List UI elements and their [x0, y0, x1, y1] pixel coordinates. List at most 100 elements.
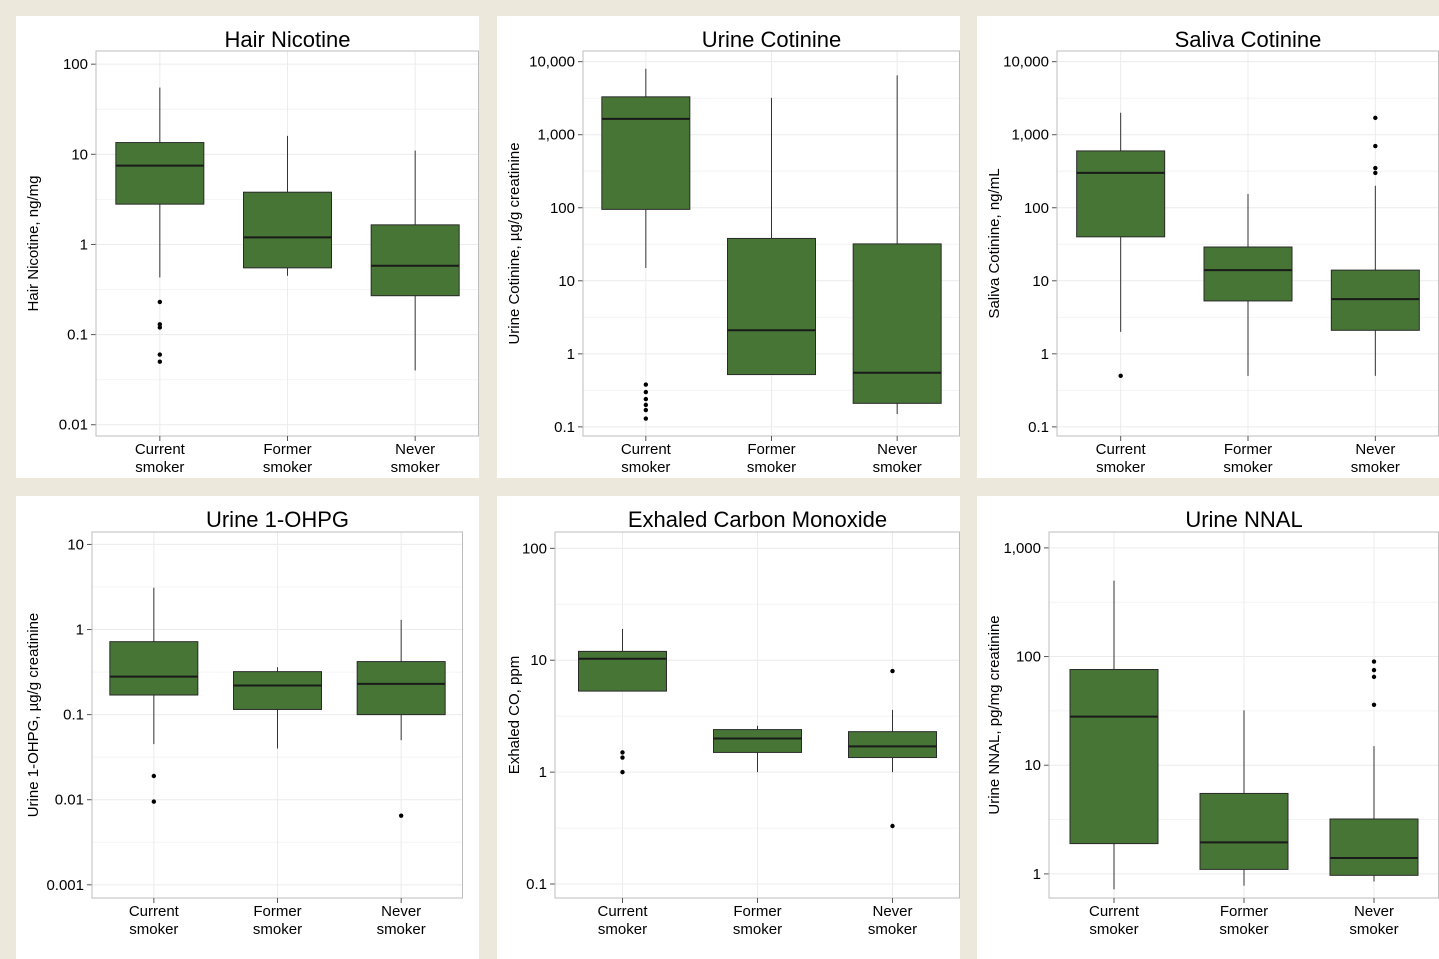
x-category-label: Current — [621, 441, 672, 458]
x-category-label: Current — [1096, 441, 1147, 458]
box-plot — [109, 587, 199, 804]
x-category-label: Never — [877, 441, 917, 458]
outlier-point — [157, 322, 163, 327]
outlier-point — [1371, 659, 1377, 664]
y-tick-label: 1 — [539, 764, 547, 781]
x-category-label: Former — [1224, 441, 1272, 458]
x-category-label: Current — [135, 441, 186, 458]
outlier-point — [1373, 165, 1378, 171]
box-plot — [1069, 580, 1159, 890]
y-tick-label: 10,000 — [1003, 54, 1049, 71]
outlier-point — [1373, 143, 1378, 149]
x-category-label: smoker — [253, 921, 302, 938]
y-tick-label: 0.1 — [526, 876, 547, 893]
box-plot — [1199, 710, 1289, 886]
y-tick-label: 100 — [522, 540, 547, 557]
x-category-label: Never — [395, 441, 435, 458]
x-category-label: smoker — [733, 921, 782, 938]
outlier-point — [398, 813, 404, 818]
box-plot — [713, 725, 802, 773]
x-category-label: Never — [1354, 903, 1394, 920]
y-tick-label: 100 — [63, 56, 88, 73]
y-tick-label: 1 — [76, 622, 84, 639]
x-category-label: Never — [1355, 441, 1395, 458]
chart-svg: 0.1110100CurrentsmokerFormersmokerNevers… — [506, 507, 960, 938]
outlier-point — [643, 416, 649, 421]
x-category-label: Current — [1089, 903, 1140, 920]
outlier-point — [890, 823, 895, 829]
x-category-label: Former — [1220, 903, 1268, 920]
chart-panel: 0.001 0.01 0.1 1 10 Current smoker Former smoker… — [16, 496, 479, 959]
x-category-label: smoker — [621, 459, 670, 476]
y-tick-label: 10 — [67, 536, 84, 553]
y-tick-label: 10,000 — [529, 54, 575, 71]
y-axis-label: Hair Nicotine, ng/mg — [25, 176, 42, 312]
y-tick-label: 0.1 — [67, 327, 88, 344]
y-axis-label: Urine NNAL, pg/mg creatinine — [986, 615, 1003, 814]
x-category-label: smoker — [1349, 921, 1398, 938]
chart-svg: 1101001,000CurrentsmokerFormersmokerNeve… — [986, 507, 1439, 938]
chart-panel: 0.1 1 10 100 1,000 10,000 Current smoker Former s… — [497, 16, 960, 478]
iqr-box — [1329, 818, 1419, 876]
y-tick-label: 100 — [1016, 649, 1041, 666]
y-tick-label: 1,000 — [537, 127, 575, 144]
outlier-point — [643, 382, 649, 387]
box-plot — [233, 667, 322, 749]
chart-title: Exhaled Carbon Monoxide — [628, 507, 887, 532]
outlier-point — [890, 668, 895, 674]
outlier-point — [157, 359, 163, 364]
box-plot — [848, 668, 937, 829]
box-plot — [1329, 659, 1419, 882]
y-tick-label: 0.1 — [63, 707, 84, 724]
iqr-box — [243, 191, 332, 269]
x-category-label: smoker — [1219, 921, 1268, 938]
y-tick-label: 100 — [1024, 200, 1049, 217]
x-category-label: smoker — [1223, 459, 1272, 476]
outlier-point — [1371, 702, 1377, 707]
box-plot — [370, 150, 460, 371]
y-tick-label: 0.1 — [1028, 419, 1049, 436]
x-category-label: smoker — [135, 459, 184, 476]
chart-svg: 0.11101001,00010,000CurrentsmokerFormers… — [986, 27, 1439, 476]
box-plot — [243, 135, 332, 276]
x-category-label: smoker — [391, 459, 440, 476]
outlier-point — [643, 407, 649, 413]
x-category-label: smoker — [1089, 921, 1138, 938]
outlier-point — [151, 799, 157, 804]
y-tick-label: 1,000 — [1011, 127, 1049, 144]
outlier-point — [643, 402, 649, 408]
iqr-box — [356, 661, 446, 716]
y-tick-label: 1 — [80, 236, 88, 253]
x-category-label: smoker — [868, 921, 917, 938]
iqr-box — [848, 731, 937, 759]
y-axis-label: Urine Cotinine, µg/g creatinine — [506, 142, 523, 344]
y-tick-label: 0.1 — [554, 419, 575, 436]
y-tick-label: 10 — [558, 273, 575, 290]
iqr-box — [578, 650, 667, 692]
box-plot — [578, 629, 667, 775]
outlier-point — [1371, 667, 1377, 673]
chart-title: Urine Cotinine — [702, 27, 841, 52]
outlier-point — [151, 773, 157, 779]
x-category-label: smoker — [747, 459, 796, 476]
iqr-box — [852, 243, 942, 404]
x-category-label: smoker — [873, 459, 922, 476]
x-category-label: Former — [263, 441, 311, 458]
y-tick-label: 1 — [1033, 866, 1041, 883]
y-tick-label: 0.01 — [55, 792, 84, 809]
iqr-box — [1199, 792, 1289, 870]
y-tick-label: 1,000 — [1003, 540, 1041, 557]
chart-title: Hair Nicotine — [225, 27, 351, 52]
box-plot — [1076, 112, 1166, 379]
x-category-label: smoker — [263, 459, 312, 476]
chart-title: Urine NNAL — [1185, 507, 1302, 532]
y-tick-label: 100 — [550, 200, 575, 217]
box-plot — [727, 97, 816, 376]
chart-panel: 0.1 1 10 100 Current smoker Former smoker Never s… — [497, 496, 960, 959]
iqr-box — [1069, 669, 1159, 845]
outlier-point — [643, 389, 649, 395]
iqr-box — [601, 96, 691, 210]
iqr-box — [1203, 246, 1293, 302]
outlier-point — [157, 352, 163, 357]
outlier-point — [643, 396, 649, 402]
